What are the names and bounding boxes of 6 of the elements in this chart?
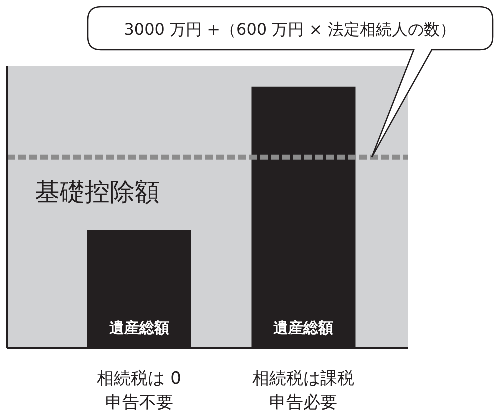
series-label: 遺産総額: [109, 319, 170, 337]
callout: 3000 万円 +（600 万円 × 法定相続人の数）: [87, 6, 494, 158]
x-tick-label: 相続税は 0申告不要: [97, 369, 182, 411]
text: 遺産総額: [274, 319, 334, 337]
ref-line-label: 基礎控除額: [35, 177, 160, 206]
x-tick-label: 相続税は課税申告必要: [252, 369, 355, 411]
